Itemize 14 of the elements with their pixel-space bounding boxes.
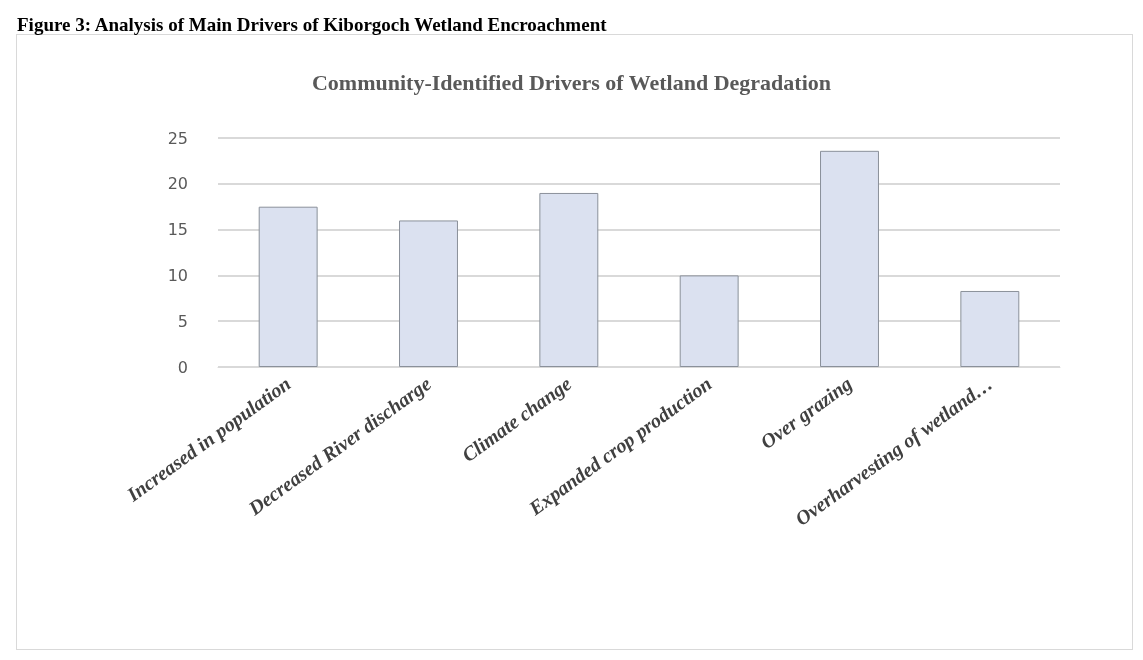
y-tick-label: 20 [167,174,188,194]
bar [820,150,879,367]
bar [960,290,1020,367]
chart-title: Community-Identified Drivers of Wetland Degradation [311,69,832,95]
y-tick-label: 5 [177,311,188,331]
bar [679,275,739,367]
bar [399,220,458,367]
caption: Figure 3: Analysis of Main Drivers of Kiborgoch Wetland Encroachment [17,14,608,35]
bar [539,192,599,367]
y-tick-label: 15 [167,220,188,240]
y-tick-label: 0 [177,357,188,377]
y-tick-label: 25 [167,128,188,148]
y-tick-label: 10 [167,265,188,285]
bar [258,206,318,367]
